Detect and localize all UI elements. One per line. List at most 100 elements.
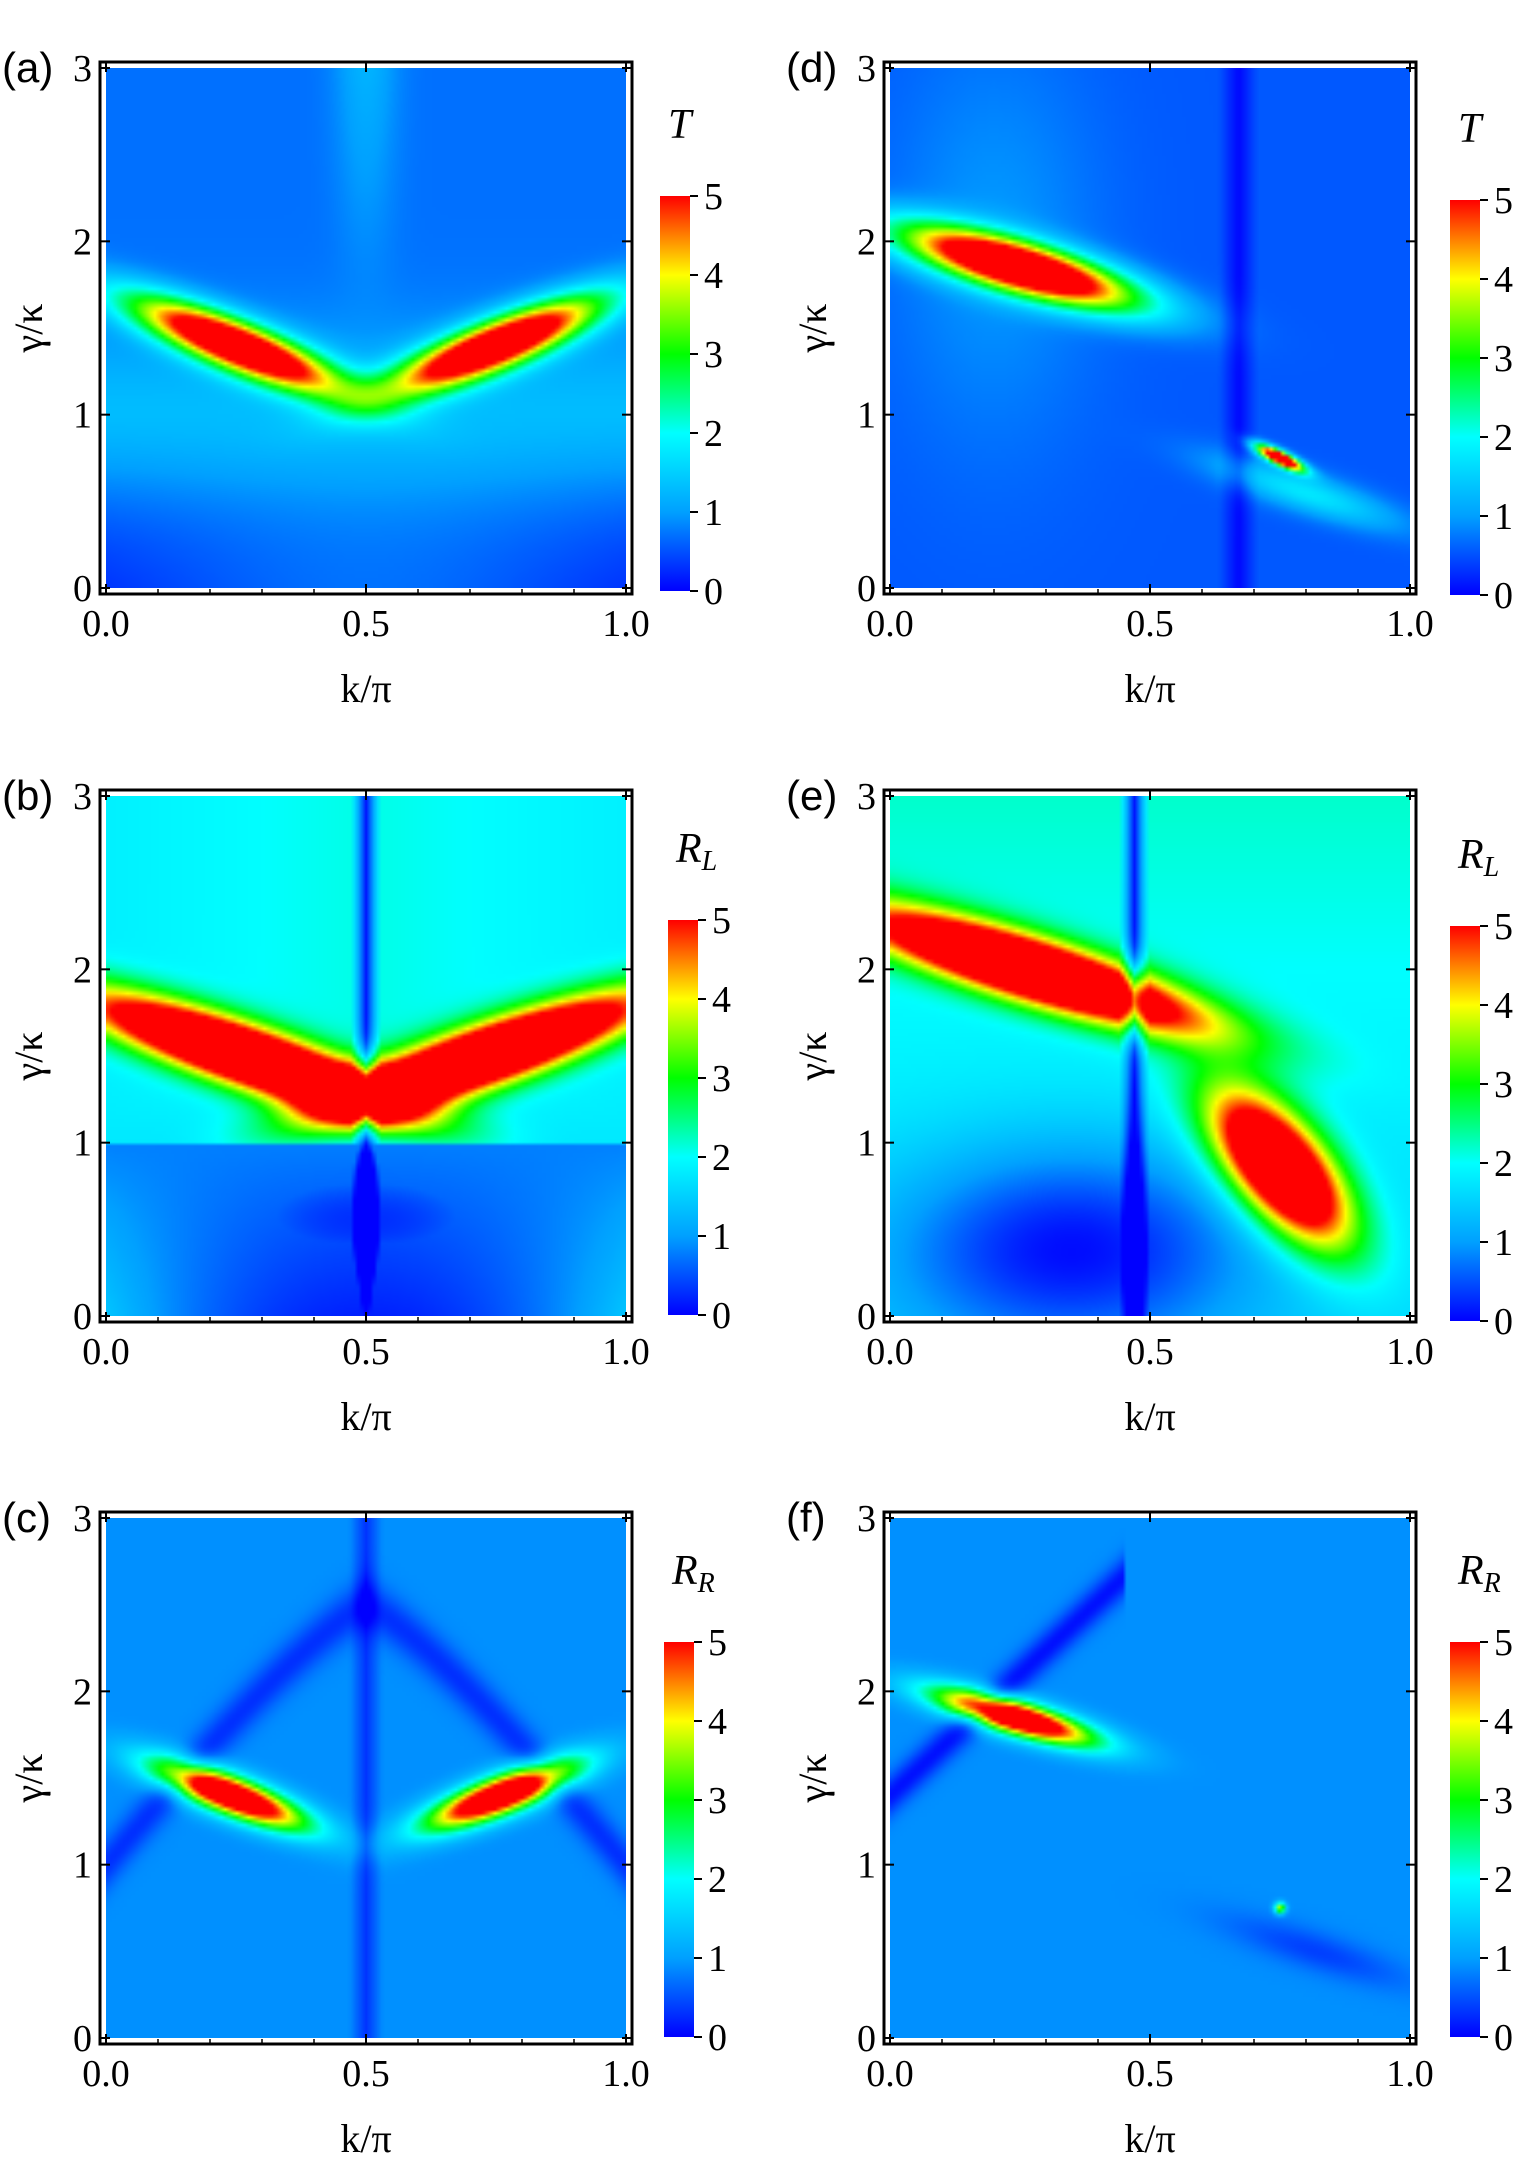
- y-axis-label: γ/κ: [6, 1754, 51, 1804]
- x-tick-label: 0.0: [866, 603, 914, 645]
- colorbar-title: RL: [1457, 832, 1499, 883]
- panel-label: (b): [2, 772, 53, 819]
- colorbar-tick-label: 2: [712, 1137, 731, 1179]
- panel-f: 0.0 0.5 1.0 0 1 2 3 k/π γ/κ (f) 5 4 3 2 1 0 RR: [786, 1494, 1513, 2161]
- colorbar-tick-label: 3: [1494, 338, 1513, 380]
- colorbar-tick-label: 0: [712, 1295, 731, 1337]
- x-tick-label: 1.0: [1386, 2053, 1434, 2095]
- colorbar-tick-label: 1: [1494, 496, 1513, 538]
- y-tick-label: 0: [857, 1296, 876, 1338]
- y-axis-label: γ/κ: [790, 304, 835, 354]
- colorbar: [660, 196, 690, 591]
- x-tick-label: 0.0: [82, 1331, 130, 1373]
- x-tick-label: 0.5: [342, 603, 390, 645]
- x-axis-label: k/π: [340, 1394, 391, 1439]
- y-tick-label: 2: [73, 949, 92, 991]
- x-axis-label: k/π: [340, 666, 391, 711]
- colorbar-title: RR: [1457, 1548, 1501, 1599]
- y-tick-label: 3: [857, 1498, 876, 1540]
- y-tick-label: 3: [73, 776, 92, 818]
- x-axis-label: k/π: [1124, 1394, 1175, 1439]
- panel-label: (f): [786, 1494, 826, 1541]
- panel-c: 0.0 0.5 1.0 0 1 2 3 k/π γ/κ (c) 5 4 3 2 1 0 RR: [2, 1494, 727, 2161]
- colorbar-tick-label: 3: [1494, 1780, 1513, 1822]
- colorbar: [1450, 926, 1480, 1321]
- y-tick-label: 0: [857, 2018, 876, 2060]
- colorbar-tick-label: 4: [712, 979, 731, 1021]
- colorbar: [664, 1642, 694, 2037]
- x-tick-label: 0.0: [866, 2053, 914, 2095]
- y-tick-label: 3: [73, 48, 92, 90]
- y-tick-label: 1: [73, 395, 92, 437]
- colorbar-tick-label: 1: [708, 1938, 727, 1980]
- heatmap-image: [890, 68, 1410, 588]
- colorbar-tick-label: 5: [1494, 1622, 1513, 1664]
- colorbar-tick-label: 0: [1494, 575, 1513, 617]
- y-tick-label: 3: [857, 776, 876, 818]
- colorbar-tick-label: 2: [1494, 1859, 1513, 1901]
- x-tick-label: 0.0: [82, 603, 130, 645]
- y-tick-label: 0: [73, 568, 92, 610]
- colorbar-tick-label: 2: [704, 413, 723, 455]
- y-tick-label: 0: [857, 568, 876, 610]
- y-tick-label: 2: [857, 949, 876, 991]
- x-axis-label: k/π: [1124, 666, 1175, 711]
- y-axis-label: γ/κ: [6, 304, 51, 354]
- colorbar-title: T: [1458, 106, 1484, 152]
- y-tick-label: 2: [857, 1671, 876, 1713]
- colorbar-tick-label: 2: [1494, 417, 1513, 459]
- colorbar-tick-label: 3: [704, 334, 723, 376]
- colorbar-tick-label: 0: [708, 2017, 727, 2059]
- panel-b: 0.0 0.5 1.0 0 1 2 3 k/π γ/κ (b) 5 4 3 2 1 0 RL: [2, 772, 731, 1439]
- panel-d: 0.0 0.5 1.0 0 1 2 3 k/π γ/κ (d) 5 4 3 2 1 0 T: [786, 44, 1513, 711]
- y-tick-label: 2: [73, 221, 92, 263]
- x-tick-label: 1.0: [602, 603, 650, 645]
- colorbar-tick-label: 3: [1494, 1064, 1513, 1106]
- panel-e: 0.0 0.5 1.0 0 1 2 3 k/π γ/κ (e) 5 4 3 2 1 0 RL: [786, 772, 1513, 1439]
- y-tick-label: 1: [857, 395, 876, 437]
- y-axis-label: γ/κ: [790, 1032, 835, 1082]
- colorbar-title: T: [668, 102, 694, 148]
- x-tick-label: 1.0: [1386, 603, 1434, 645]
- heatmap-image: [890, 1518, 1410, 2038]
- colorbar-tick-label: 5: [712, 900, 731, 942]
- x-tick-label: 1.0: [1386, 1331, 1434, 1373]
- y-tick-label: 1: [857, 1123, 876, 1165]
- panel-label: (e): [786, 772, 837, 819]
- colorbar-tick-label: 1: [704, 492, 723, 534]
- colorbar-tick-label: 3: [708, 1780, 727, 1822]
- x-tick-label: 0.5: [342, 2053, 390, 2095]
- y-tick-label: 2: [857, 221, 876, 263]
- colorbar-tick-label: 1: [1494, 1938, 1513, 1980]
- colorbar-title: RR: [671, 1548, 715, 1599]
- x-tick-label: 0.5: [342, 1331, 390, 1373]
- y-axis-label: γ/κ: [790, 1754, 835, 1804]
- x-tick-label: 0.0: [866, 1331, 914, 1373]
- colorbar: [668, 920, 698, 1315]
- colorbar-tick-label: 4: [1494, 259, 1513, 301]
- colorbar-tick-label: 0: [1494, 2017, 1513, 2059]
- colorbar-tick-label: 4: [708, 1701, 727, 1743]
- colorbar-tick-label: 1: [712, 1216, 731, 1258]
- colorbar-tick-label: 5: [708, 1622, 727, 1664]
- colorbar-tick-label: 1: [1494, 1222, 1513, 1264]
- x-axis-label: k/π: [340, 2116, 391, 2161]
- colorbar: [1450, 1642, 1480, 2037]
- colorbar-title: RL: [675, 826, 717, 877]
- colorbar-tick-label: 4: [704, 255, 723, 297]
- x-tick-label: 1.0: [602, 1331, 650, 1373]
- heatmap-image: [106, 1518, 626, 2038]
- x-axis-label: k/π: [1124, 2116, 1175, 2161]
- colorbar: [1450, 200, 1480, 595]
- x-tick-label: 0.5: [1126, 603, 1174, 645]
- colorbar-tick-label: 2: [708, 1859, 727, 1901]
- colorbar-tick-label: 5: [704, 176, 723, 218]
- heatmap-image: [106, 68, 626, 588]
- heatmap-image: [106, 796, 626, 1316]
- y-axis-label: γ/κ: [6, 1032, 51, 1082]
- panel-label: (c): [2, 1494, 51, 1541]
- colorbar-tick-label: 0: [1494, 1301, 1513, 1343]
- y-tick-label: 3: [857, 48, 876, 90]
- x-tick-label: 0.5: [1126, 1331, 1174, 1373]
